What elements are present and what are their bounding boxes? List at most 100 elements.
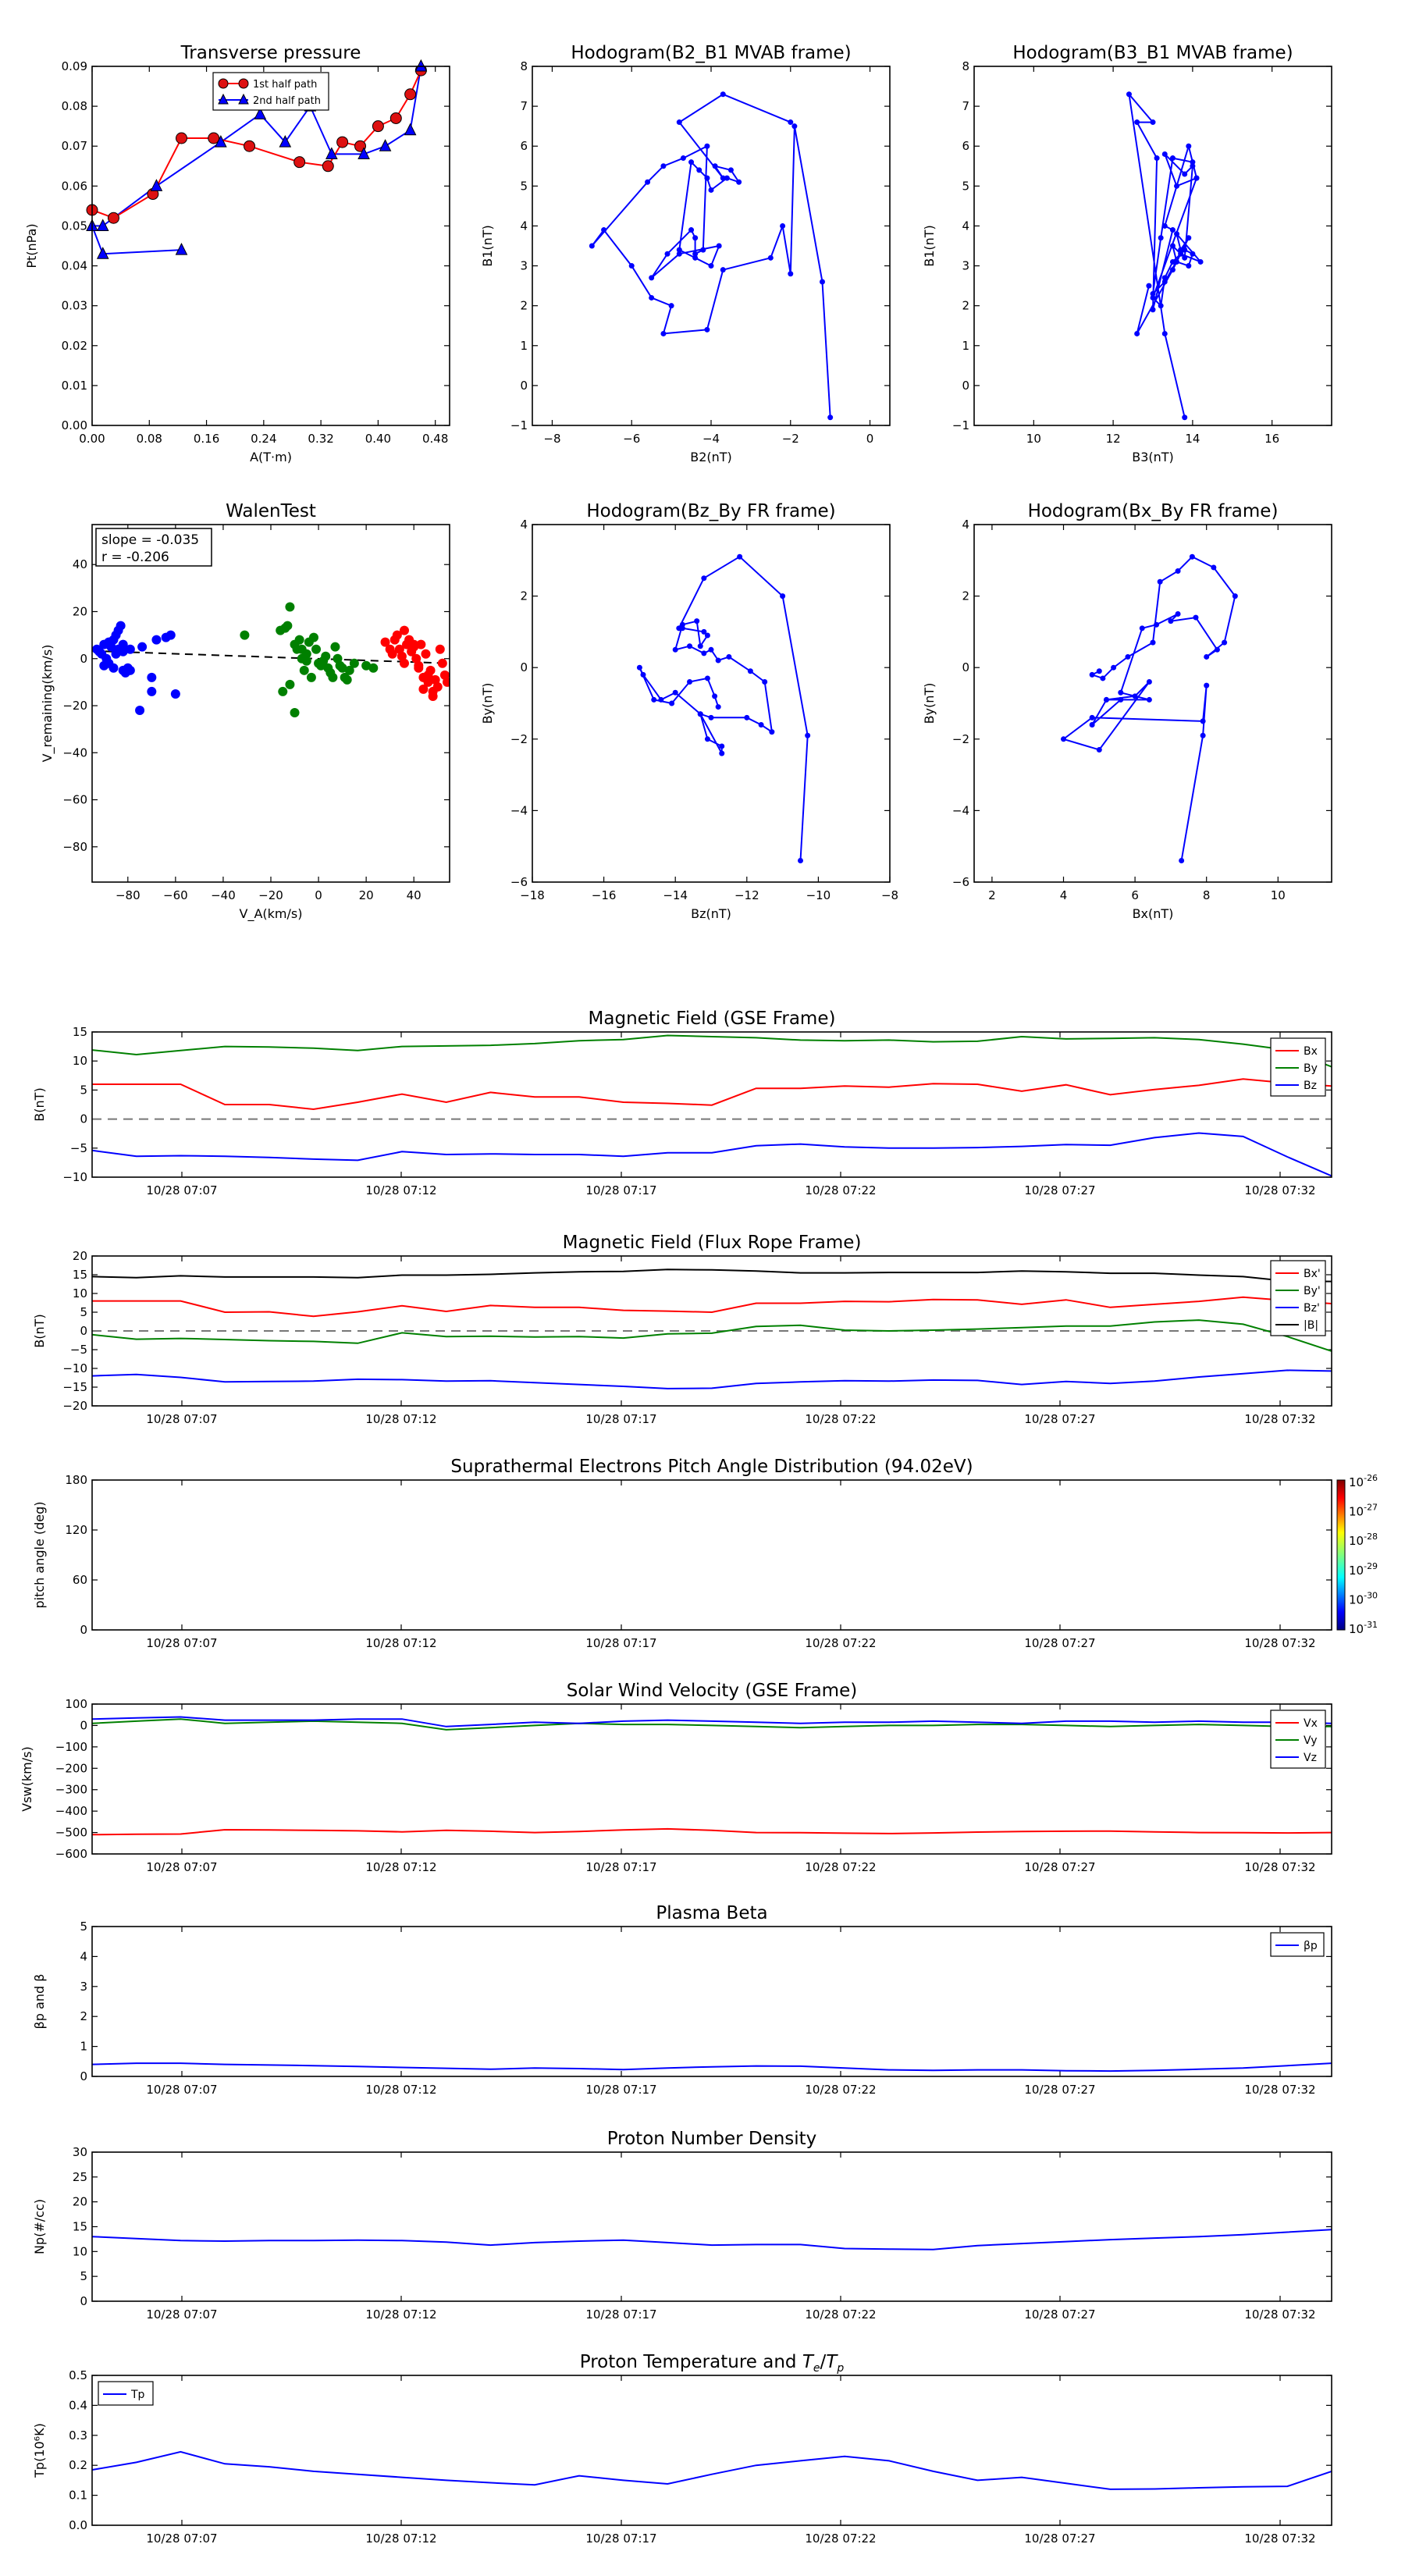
hodogram-point <box>1150 307 1156 313</box>
colorbar <box>1336 1479 1346 1631</box>
x-tick-label: 10/28 07:22 <box>805 1412 876 1426</box>
title-math-te: T <box>802 2352 815 2372</box>
scatter-point-blue <box>118 639 128 649</box>
legend: βp <box>1270 1932 1325 1957</box>
x-tick-label: 10/28 07:17 <box>585 1183 656 1197</box>
scatter-point-blue <box>99 660 109 671</box>
fit-line <box>92 649 450 664</box>
x-axis-label: B3(nT) <box>1132 450 1174 464</box>
hodogram-point <box>1175 611 1181 617</box>
hodogram-point <box>704 675 710 681</box>
scatter-point-green <box>321 651 331 661</box>
hodogram-point <box>704 143 710 149</box>
x-tick-label: 0.24 <box>251 432 276 446</box>
scatter-point-red <box>411 653 422 664</box>
scatter-point-green <box>328 672 338 682</box>
legend-label: Tp <box>130 2389 145 2401</box>
y-tick-label: 1 <box>962 339 969 353</box>
x-tick-label: 10/28 07:32 <box>1244 2307 1315 2322</box>
hodogram-point <box>589 243 595 249</box>
hodogram-point <box>1146 696 1152 703</box>
hodogram-point <box>1190 159 1196 165</box>
x-tick-label: 8 <box>1203 888 1211 902</box>
x-tick-label: 10/28 07:07 <box>146 1636 217 1650</box>
scatter-point-blue <box>125 644 135 654</box>
legend-label: Bz' <box>1304 1302 1320 1315</box>
colorbar-base: 10 <box>1349 1564 1364 1578</box>
scatter-point-blue <box>108 663 119 673</box>
hodogram-point <box>1214 646 1220 653</box>
chart-title: Proton Number Density <box>607 2129 817 2149</box>
x-tick-label: 10/28 07:32 <box>1244 2532 1315 2546</box>
y-tick-label: −15 <box>62 1380 87 1394</box>
y-tick-label: 15 <box>73 1025 87 1039</box>
scatter-point-green <box>301 656 311 666</box>
y-tick-label: −20 <box>62 1399 87 1413</box>
scatter-point-red <box>430 674 440 685</box>
x-tick-label: 14 <box>1185 432 1200 446</box>
x-tick-label: −80 <box>116 888 140 902</box>
hodogram-point <box>1150 294 1156 301</box>
hodogram-point <box>1178 251 1184 257</box>
y-tick-label: 6 <box>520 139 528 153</box>
hodogram-point <box>719 750 725 756</box>
y-tick-label: 2 <box>962 299 969 313</box>
x-tick-label: 10/28 07:12 <box>365 2532 436 2546</box>
hodogram-point <box>1150 119 1156 126</box>
y-axis-label: Pt(nPa) <box>24 223 39 268</box>
legend: Bx By Bz <box>1270 1037 1326 1097</box>
hodogram-point <box>1134 119 1140 126</box>
x-tick-label: 4 <box>1060 888 1068 902</box>
hodogram-point <box>676 247 682 253</box>
y-tick-label: −4 <box>510 803 528 817</box>
point-2nd-half <box>150 179 163 191</box>
point-1st-half <box>293 156 306 169</box>
hodogram-point <box>1186 263 1192 269</box>
hodogram-point <box>694 618 700 624</box>
scatter-point-blue <box>147 686 157 696</box>
hodogram-path <box>638 555 809 861</box>
chart-title: Magnetic Field (Flux Rope Frame) <box>563 1233 862 1253</box>
x-tick-label: 10/28 07:12 <box>365 2083 436 2097</box>
y-tick-label: 0 <box>80 2069 87 2083</box>
hodogram-point <box>1182 171 1188 177</box>
y-tick-label: 0.02 <box>62 339 87 353</box>
y-tick-label: 0.1 <box>69 2489 87 2503</box>
hodogram-point <box>1146 283 1152 289</box>
plot-frame <box>91 66 450 426</box>
y-tick-label: −20 <box>62 699 87 713</box>
y-tick-label: 7 <box>520 99 528 113</box>
point-1st-half <box>372 120 384 133</box>
y-tick-label: 0.3 <box>69 2428 87 2443</box>
y-axis-label: Vsw(km/s) <box>20 1746 34 1811</box>
x-tick-label: 10/28 07:17 <box>585 1860 656 1874</box>
plot-frame <box>532 524 891 883</box>
x-axis-label: Bz(nT) <box>691 906 731 921</box>
colorbar-exponent: -26 <box>1364 1473 1378 1483</box>
y-axis-label: B1(nT) <box>922 225 937 267</box>
scatter-point-blue <box>94 646 105 656</box>
legend-label: Vz <box>1304 1752 1317 1764</box>
x-axis-label: V_A(km/s) <box>240 906 303 922</box>
y-axis-label: pitch angle (deg) <box>32 1501 47 1608</box>
hodogram-path <box>591 93 831 418</box>
scatter-point-blue <box>137 642 148 652</box>
scatter-point-green <box>333 653 343 664</box>
chart-vsw: Solar Wind Velocity (GSE Frame) −600 −500 −… <box>20 1681 1332 1874</box>
chart-transverse: Transverse pressure 0.00 0.01 0.02 0.03 0.04 0… <box>24 43 450 464</box>
y-tick-label: 8 <box>520 59 528 73</box>
hodogram-point <box>1169 155 1176 162</box>
title-math-tp-sub: p <box>836 2362 844 2375</box>
hodogram-point <box>1150 639 1156 646</box>
hodogram-point <box>1061 736 1066 742</box>
scatter-point-blue <box>165 630 176 640</box>
hodogram-point <box>704 632 710 639</box>
legend-label: 2nd half path <box>253 95 321 107</box>
scatter-point-red <box>397 651 407 661</box>
colorbar-tick-label: 10-28 <box>1349 1532 1378 1548</box>
point-2nd-half <box>379 139 392 151</box>
scatter-point-green <box>278 686 288 696</box>
hodogram-point <box>780 222 786 229</box>
x-tick-label: 10/28 07:07 <box>146 1183 217 1197</box>
